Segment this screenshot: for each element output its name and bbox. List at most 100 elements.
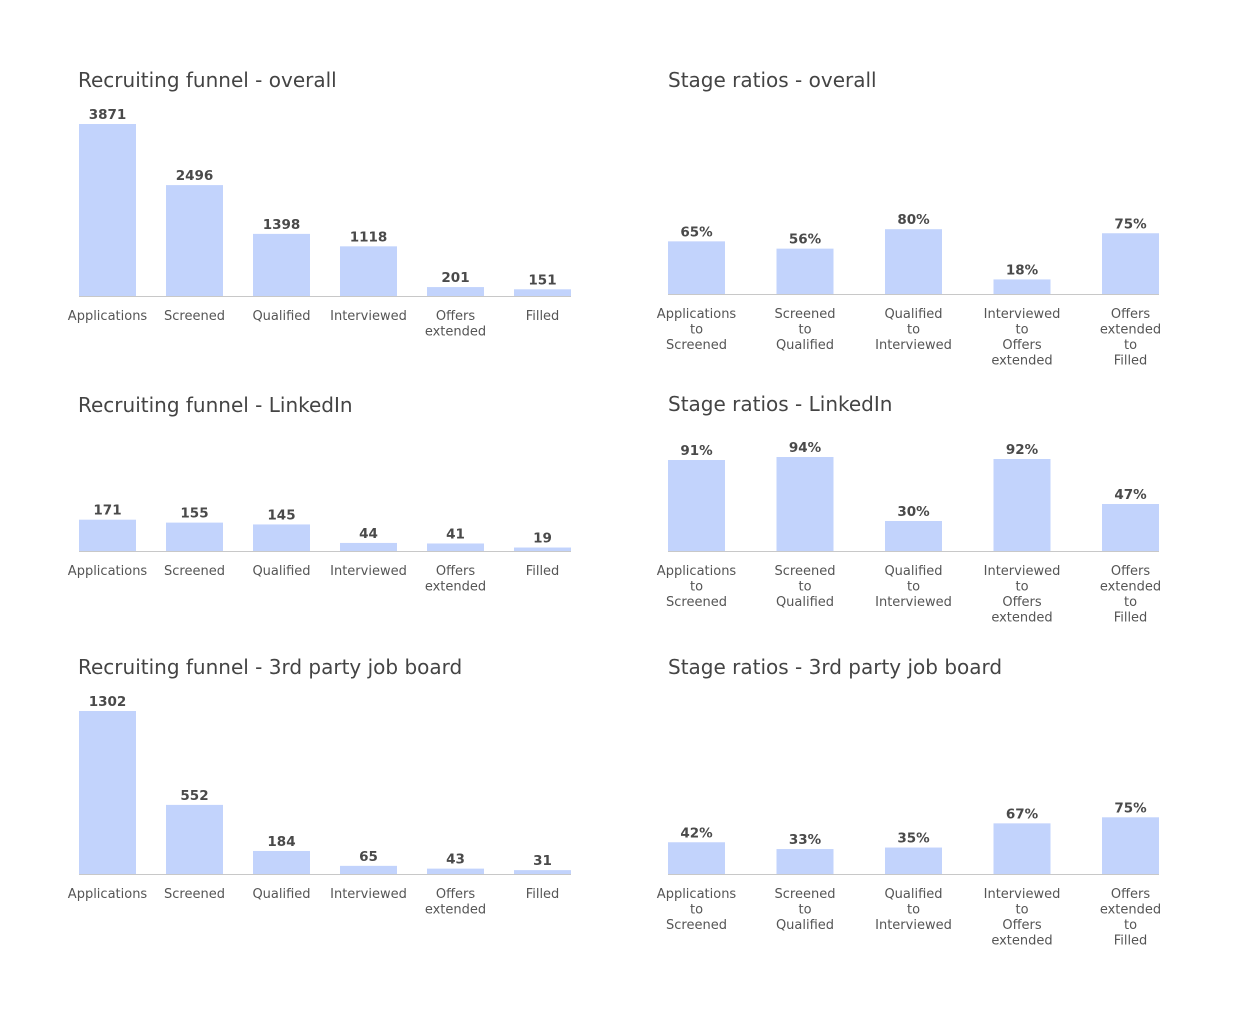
chart-title: Stage ratios - 3rd party job board bbox=[668, 655, 1003, 679]
category-label: Filled bbox=[526, 564, 560, 579]
data-label: 47% bbox=[1114, 487, 1147, 503]
chart-plot: 3871 Applications 2496 Screened 1398 Qualifie… bbox=[68, 107, 571, 340]
category-label: Qualified bbox=[252, 309, 310, 324]
data-label: 151 bbox=[528, 272, 556, 288]
category-label: Offers extended bbox=[425, 564, 486, 595]
bar bbox=[340, 542, 397, 551]
category-label: Qualified to Interviewed bbox=[875, 307, 952, 353]
category-label: Interviewed to Offers extended bbox=[984, 564, 1061, 626]
data-label: 31 bbox=[533, 853, 552, 869]
category-label: Interviewed to Offers extended bbox=[984, 887, 1061, 949]
bar bbox=[166, 185, 223, 296]
bar bbox=[427, 868, 484, 874]
data-label: 3871 bbox=[89, 107, 127, 123]
category-label: Interviewed bbox=[330, 887, 407, 902]
data-label: 1118 bbox=[350, 229, 388, 245]
data-label: 184 bbox=[267, 834, 295, 850]
data-label: 1398 bbox=[263, 217, 301, 233]
bar bbox=[668, 842, 725, 874]
category-label: Interviewed bbox=[330, 564, 407, 579]
category-label: Applications to Screened bbox=[657, 887, 737, 933]
bar bbox=[776, 849, 834, 874]
category-label: Screened bbox=[164, 887, 225, 902]
chart-ratios-3rd-party: Stage ratios - 3rd party job board 42% Ap… bbox=[657, 655, 1188, 975]
data-label: 30% bbox=[897, 504, 930, 520]
bar bbox=[885, 521, 942, 551]
chart-plot: 65% Applications to Screened 56% Screened to Qu… bbox=[657, 212, 1161, 369]
bar bbox=[514, 547, 571, 551]
bar bbox=[340, 246, 397, 296]
bar bbox=[776, 248, 834, 294]
category-label: Offers extended bbox=[425, 887, 486, 918]
data-label: 155 bbox=[180, 506, 208, 522]
category-label: Qualified to Interviewed bbox=[875, 564, 952, 610]
chart-title: Stage ratios - LinkedIn bbox=[668, 392, 893, 416]
category-label: Offers extended to Filled bbox=[1100, 564, 1161, 626]
chart-title: Recruiting funnel - overall bbox=[78, 68, 337, 92]
bar bbox=[166, 804, 223, 874]
bar bbox=[993, 459, 1051, 551]
data-label: 19 bbox=[533, 531, 552, 547]
data-label: 41 bbox=[446, 526, 465, 542]
chart-ratios-overall: Stage ratios - overall 65% Applications to… bbox=[657, 68, 1188, 388]
chart-plot: 1302 Applications 552 Screened 184 Qualified 6… bbox=[68, 694, 571, 918]
data-label: 92% bbox=[1006, 442, 1039, 458]
category-label: Filled bbox=[526, 309, 560, 324]
category-label: Screened bbox=[164, 309, 225, 324]
category-label: Offers extended to Filled bbox=[1100, 307, 1161, 369]
category-label: Interviewed to Offers extended bbox=[984, 307, 1061, 369]
chart-plot: 42% Applications to Screened 33% Screened to Qu… bbox=[657, 800, 1161, 949]
bar bbox=[885, 229, 942, 294]
chart-title: Recruiting funnel - 3rd party job board bbox=[78, 655, 463, 679]
data-label: 75% bbox=[1114, 800, 1147, 816]
bar bbox=[79, 711, 136, 874]
category-label: Applications to Screened bbox=[657, 564, 737, 610]
data-label: 35% bbox=[897, 831, 930, 847]
bar bbox=[340, 865, 397, 874]
bar bbox=[166, 522, 223, 551]
category-label: Screened to Qualified bbox=[775, 564, 836, 610]
bar bbox=[668, 241, 725, 294]
data-label: 44 bbox=[359, 526, 378, 542]
data-label: 2496 bbox=[176, 168, 214, 184]
data-label: 18% bbox=[1006, 262, 1039, 278]
bar bbox=[253, 233, 310, 296]
data-label: 201 bbox=[441, 270, 469, 286]
category-label: Applications to Screened bbox=[657, 307, 737, 353]
data-label: 94% bbox=[789, 440, 822, 456]
bar bbox=[514, 289, 571, 296]
chart-title: Recruiting funnel - LinkedIn bbox=[78, 393, 353, 417]
chart-plot: 91% Applications to Screened 94% Screened to Qu… bbox=[657, 440, 1161, 626]
data-label: 33% bbox=[789, 832, 822, 848]
category-label: Screened bbox=[164, 564, 225, 579]
category-label: Qualified bbox=[252, 564, 310, 579]
bar bbox=[79, 519, 136, 551]
category-label: Interviewed bbox=[330, 309, 407, 324]
category-label: Filled bbox=[526, 887, 560, 902]
chart-ratios-linkedin: Stage ratios - LinkedIn 91% Applications t… bbox=[657, 392, 1188, 652]
chart-plot: 171 Applications 155 Screened 145 Qualified 44… bbox=[68, 503, 571, 595]
chart-funnel-3rd-party: Recruiting funnel - 3rd party job board … bbox=[68, 655, 598, 945]
category-label: Screened to Qualified bbox=[775, 307, 836, 353]
bar bbox=[885, 847, 942, 874]
category-label: Screened to Qualified bbox=[775, 887, 836, 933]
category-label: Qualified to Interviewed bbox=[875, 887, 952, 933]
data-label: 65% bbox=[680, 224, 713, 240]
bar bbox=[514, 870, 571, 874]
bar bbox=[668, 460, 725, 551]
bar bbox=[776, 457, 834, 551]
category-label: Offers extended to Filled bbox=[1100, 887, 1161, 949]
category-label: Offers extended bbox=[425, 309, 486, 340]
bar bbox=[427, 287, 484, 296]
category-label: Applications bbox=[68, 309, 148, 324]
data-label: 145 bbox=[267, 507, 295, 523]
bar bbox=[253, 850, 310, 874]
data-label: 43 bbox=[446, 852, 465, 868]
data-label: 56% bbox=[789, 232, 822, 248]
data-label: 75% bbox=[1114, 216, 1147, 232]
data-label: 1302 bbox=[89, 694, 127, 710]
bar bbox=[1102, 504, 1159, 551]
category-label: Applications bbox=[68, 887, 148, 902]
bar bbox=[1102, 233, 1159, 294]
bar bbox=[1102, 817, 1159, 874]
